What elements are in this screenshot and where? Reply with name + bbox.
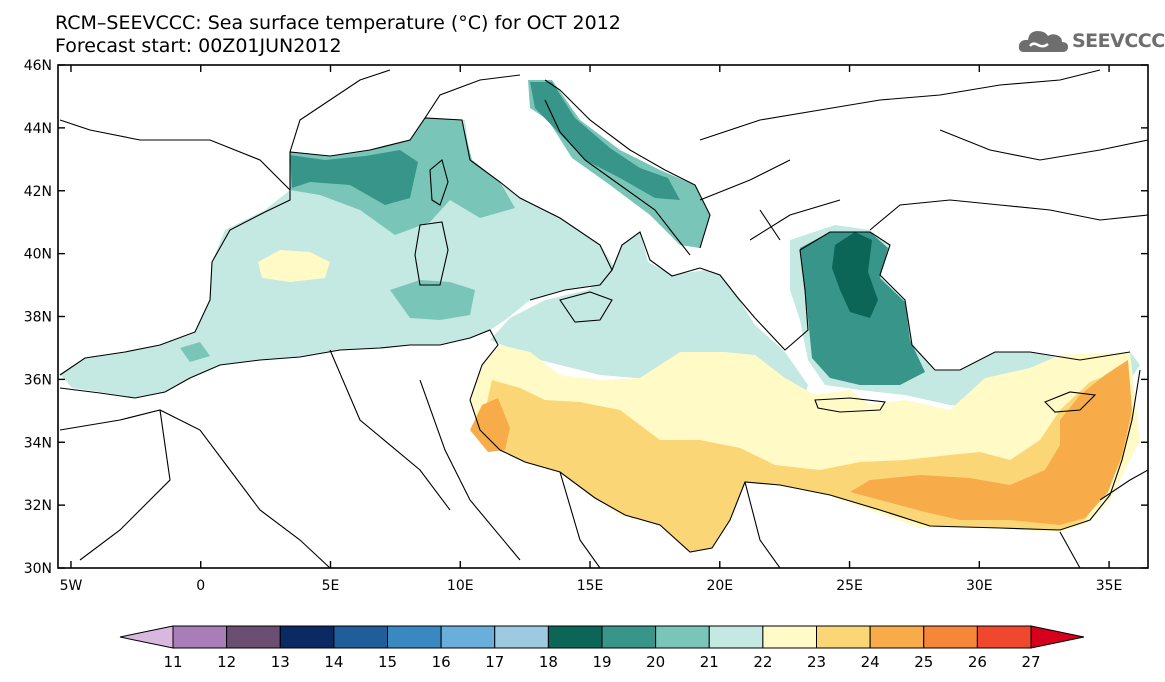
colorbar-label: 22: [753, 653, 772, 671]
colorbar-segment: [976, 625, 1032, 649]
colorbar-label: 11: [163, 653, 182, 671]
colorbar-segment: [440, 625, 496, 649]
colorbar-label: 14: [324, 653, 343, 671]
longitude-ticks: 5W 0 5E 10E 15E 20E 25E 30E 35E: [60, 65, 1123, 594]
lon-tick-label: 0: [196, 578, 205, 594]
map-title: RCM–SEEVCCC: Sea surface temperature (°C…: [55, 12, 621, 34]
colorbar-min-arrow: [119, 625, 174, 649]
colorbar-label: 27: [1021, 653, 1040, 671]
sst-lyon-19: [290, 150, 418, 205]
colorbar-max-arrow: [1030, 625, 1085, 649]
seevccc-logo: SEEVCCC: [1018, 24, 1165, 58]
lon-tick-label: 20E: [706, 578, 733, 594]
lat-tick-label: 34N: [24, 435, 52, 451]
colorbar-segment: [279, 625, 335, 649]
colorbar-label: 24: [861, 653, 880, 671]
sst-aegean-north-18: [832, 232, 878, 318]
logo-text: SEEVCCC: [1072, 30, 1165, 52]
sst-field: [59, 69, 1148, 568]
colorbar-label: 21: [700, 653, 719, 671]
colorbar-label: 19: [592, 653, 611, 671]
forecast-start-label: Forecast start: 00Z01JUN2012: [55, 35, 342, 57]
colorbar-label: 20: [646, 653, 665, 671]
sst-balearic-23: [258, 250, 330, 282]
lat-tick-label: 38N: [24, 310, 52, 326]
lon-tick-label: 15E: [577, 578, 604, 594]
colorbar-segment: [601, 625, 657, 649]
lat-tick-label: 30N: [24, 561, 52, 577]
latitude-ticks: 30N 32N 34N 36N 38N 40N 42N 44N 46N: [24, 58, 1148, 577]
colorbar-segment: [494, 625, 549, 649]
lon-tick-label: 5W: [60, 578, 83, 594]
colorbar-label: 16: [432, 653, 451, 671]
colorbar-segment: [816, 625, 871, 649]
colorbar-segment: [387, 625, 442, 649]
colorbar-segment: [708, 625, 764, 649]
lat-tick-label: 44N: [24, 121, 52, 137]
lat-tick-label: 36N: [24, 372, 52, 388]
sst-adriatic-19: [530, 82, 680, 200]
cloud-icon: [1018, 31, 1068, 52]
colorbar-segment: [547, 625, 603, 649]
colorbar-label: 13: [271, 653, 290, 671]
sst-levantine-25: [850, 360, 1132, 525]
colorbar-label: 26: [968, 653, 987, 671]
lon-tick-label: 30E: [966, 578, 993, 594]
colorbar-segment: [923, 625, 978, 649]
sst-alboran-20: [180, 342, 210, 362]
colorbar-segment: [655, 625, 710, 649]
lon-tick-label: 25E: [836, 578, 863, 594]
colorbar-segment: [226, 625, 281, 649]
lon-tick-label: 10E: [447, 578, 474, 594]
colorbar-segment: [172, 625, 228, 649]
sst-balearic-20: [390, 280, 475, 320]
colorbar-label: 23: [807, 653, 826, 671]
lat-tick-label: 46N: [24, 58, 52, 74]
colorbar-label: 18: [539, 653, 558, 671]
lat-tick-label: 32N: [24, 498, 52, 514]
colorbar-segment: [869, 625, 925, 649]
lon-tick-label: 5E: [322, 578, 340, 594]
colorbar-segment: [333, 625, 388, 649]
lon-tick-label: 35E: [1096, 578, 1123, 594]
sst-libya-25: [470, 398, 510, 452]
colorbar-label: 12: [217, 653, 236, 671]
colorbar-label: 17: [485, 653, 504, 671]
colorbar: 11 12 13 14 15 16 17 18 19 20 21 22 23 24 25 26 27: [119, 625, 1085, 671]
lat-tick-label: 42N: [24, 184, 52, 200]
colorbar-label: 15: [378, 653, 397, 671]
colorbar-segment: [762, 625, 817, 649]
colorbar-label: 25: [914, 653, 933, 671]
coastlines: [59, 69, 1148, 568]
lat-tick-label: 40N: [24, 247, 52, 263]
